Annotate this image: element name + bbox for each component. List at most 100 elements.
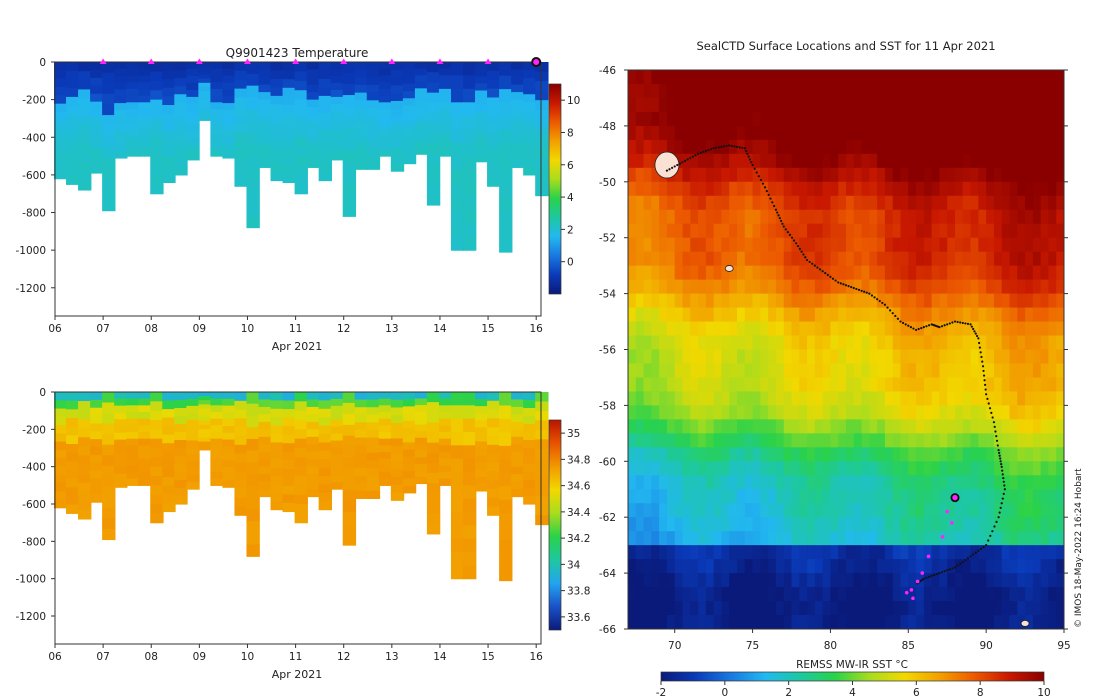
sst-cell bbox=[1056, 237, 1064, 253]
section-profile bbox=[90, 62, 104, 174]
section-profile bbox=[126, 62, 140, 157]
sst-cell bbox=[877, 615, 886, 629]
section-cell bbox=[222, 398, 236, 407]
sst-cell bbox=[853, 503, 863, 518]
section-cell bbox=[102, 476, 116, 488]
sst-cell bbox=[643, 97, 652, 113]
temperature-axes: 06 07 08 09 10 11 12 13 14 15 160-200-400-600-800-… bbox=[15, 57, 543, 335]
sst-cell bbox=[993, 181, 1003, 197]
sst-cell bbox=[729, 433, 738, 448]
sst-cell bbox=[822, 517, 832, 532]
track-point bbox=[964, 558, 967, 562]
sst-cell bbox=[682, 293, 691, 309]
sst-cell bbox=[853, 153, 863, 169]
sst-cell bbox=[970, 377, 979, 393]
sst-cell bbox=[986, 573, 995, 588]
sst-cell bbox=[1001, 209, 1011, 225]
section-cell bbox=[463, 129, 477, 144]
section-cell bbox=[402, 120, 417, 128]
section-cell bbox=[102, 168, 116, 180]
sst-cell bbox=[993, 111, 1003, 127]
section-cell bbox=[78, 392, 92, 402]
sst-cell bbox=[892, 181, 902, 197]
section-cell bbox=[222, 96, 236, 104]
sst-cell bbox=[931, 405, 941, 420]
sst-cell bbox=[853, 615, 863, 629]
section-cell bbox=[66, 131, 80, 142]
section-cell bbox=[162, 400, 176, 410]
section-profile bbox=[414, 62, 429, 155]
track-point bbox=[995, 439, 999, 442]
section-cell bbox=[438, 82, 453, 90]
section-cell bbox=[162, 148, 176, 158]
sst-cell bbox=[791, 223, 800, 239]
section-cell bbox=[499, 170, 513, 185]
section-cell bbox=[222, 426, 236, 434]
section-cell bbox=[390, 422, 405, 432]
section-cell bbox=[499, 211, 513, 226]
sst-cell bbox=[853, 321, 863, 337]
sst-cell bbox=[947, 125, 956, 141]
sst-cell bbox=[666, 559, 676, 574]
sst-cell bbox=[799, 433, 808, 448]
sst-cell bbox=[970, 181, 979, 197]
sst-cell bbox=[1040, 83, 1050, 99]
sst-cell bbox=[1048, 461, 1057, 476]
section-cell bbox=[198, 95, 212, 101]
section-cell bbox=[234, 497, 248, 507]
x-tick-label: 75 bbox=[746, 640, 759, 652]
sst-cell bbox=[783, 377, 793, 393]
sst-cell bbox=[807, 97, 816, 113]
sst-cell bbox=[674, 70, 684, 85]
sst-cell bbox=[1032, 377, 1042, 393]
section-profile bbox=[222, 62, 236, 159]
sst-cell bbox=[1056, 97, 1064, 113]
sst-cell bbox=[628, 587, 637, 602]
sst-cell bbox=[884, 335, 894, 351]
sst-cell bbox=[628, 279, 637, 295]
sst-cell bbox=[729, 405, 738, 420]
section-cell bbox=[450, 525, 465, 540]
sst-cell bbox=[783, 153, 793, 169]
profile-marker bbox=[99, 58, 107, 64]
colorbar-tick-label: 33.6 bbox=[567, 612, 591, 624]
sst-cell bbox=[705, 559, 715, 574]
sst-cell bbox=[1017, 125, 1026, 141]
sst-cell bbox=[729, 167, 738, 183]
sst-cell bbox=[635, 195, 645, 211]
section-cell bbox=[270, 392, 284, 401]
section-cell bbox=[222, 109, 236, 118]
section-cell bbox=[306, 481, 320, 490]
surface-location bbox=[911, 596, 915, 601]
sst-cell bbox=[846, 601, 855, 616]
track-point bbox=[821, 270, 824, 273]
sst-cell bbox=[651, 545, 660, 560]
section-cell bbox=[258, 152, 272, 161]
sst-cell bbox=[643, 391, 652, 406]
section-cell bbox=[174, 496, 188, 505]
section-cell bbox=[438, 142, 453, 150]
sst-cell bbox=[799, 447, 808, 462]
sst-cell bbox=[900, 195, 909, 211]
sst-cell bbox=[698, 405, 707, 420]
sst-cell bbox=[853, 181, 863, 197]
section-cell bbox=[222, 405, 236, 413]
section-cell bbox=[366, 130, 381, 140]
sst-cell bbox=[1001, 461, 1011, 476]
section-cell bbox=[210, 109, 224, 117]
sst-cell bbox=[962, 335, 972, 351]
section-cell bbox=[523, 400, 537, 409]
sst-cell bbox=[869, 475, 878, 490]
sst-cell bbox=[1056, 601, 1064, 616]
sst-cell bbox=[752, 531, 761, 546]
sst-cell bbox=[682, 335, 691, 351]
sst-cell bbox=[853, 363, 863, 379]
section-cell bbox=[330, 405, 345, 414]
sst-cell bbox=[861, 209, 870, 225]
section-cell bbox=[150, 438, 164, 449]
section-cell bbox=[138, 445, 152, 453]
section-cell bbox=[318, 138, 333, 148]
section-profile bbox=[523, 62, 537, 176]
sst-cell bbox=[923, 307, 933, 323]
sst-cell bbox=[822, 111, 832, 127]
